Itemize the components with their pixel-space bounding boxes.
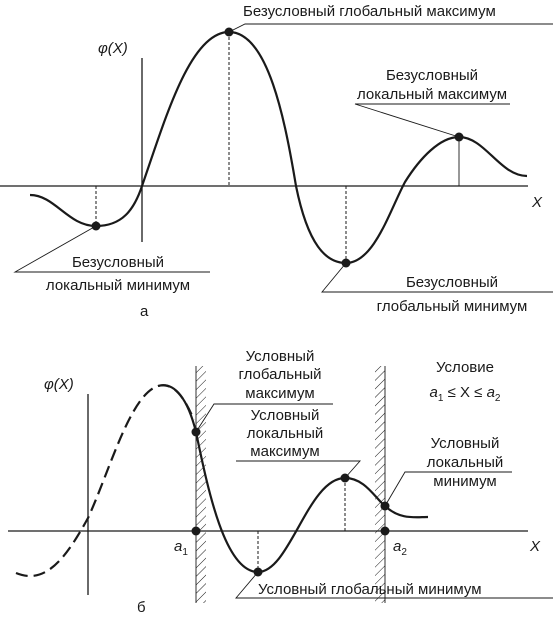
b-condition-expr: a1 ≤ X ≤ a2 bbox=[430, 384, 501, 404]
b-cond-global-max-line3: максимум bbox=[245, 385, 314, 402]
b-a1-point bbox=[191, 526, 201, 536]
b-condition-title: Условие bbox=[436, 359, 494, 376]
diagram-a: φ(X) X Безусловный глобальный максимум Б… bbox=[0, 3, 553, 320]
a-function-curve bbox=[29, 30, 528, 265]
a-local-max-label-line2: локальный максимум bbox=[357, 86, 507, 103]
a-caption: а bbox=[140, 303, 149, 320]
a-x-axis-label: X bbox=[531, 194, 543, 211]
a-global-max-leader bbox=[228, 23, 553, 33]
b-cond-local-max-line2: локальный bbox=[247, 425, 324, 442]
b-a2-hatch bbox=[375, 366, 385, 603]
a-local-min-label-line2: локальный минимум bbox=[46, 277, 190, 294]
b-cond-local-min-leader bbox=[384, 471, 512, 507]
b-a1-hatch bbox=[196, 366, 206, 603]
diagram-b: φ(X) X a1 a2 Условие a1 ≤ X ≤ a2 Условны… bbox=[8, 348, 553, 616]
b-cond-global-max-line1: Условный bbox=[246, 348, 315, 365]
a-local-min-label-line1: Безусловный bbox=[72, 254, 164, 271]
a-global-min-label-line1: Безусловный bbox=[406, 274, 498, 291]
b-a1-label: a1 bbox=[174, 538, 188, 558]
a-y-axis-label: φ(X) bbox=[98, 40, 128, 57]
b-cond-local-max-line1: Условный bbox=[251, 407, 320, 424]
b-x-axis-label: X bbox=[529, 538, 541, 555]
b-cond-local-min-line1: Условный bbox=[431, 435, 500, 452]
b-cond-local-min-line3: минимум bbox=[433, 473, 496, 490]
b-cond-global-max-line2: глобальный bbox=[238, 366, 321, 383]
a-local-min-leader bbox=[13, 225, 210, 273]
a-local-max-leader bbox=[354, 103, 510, 138]
b-a2-label: a2 bbox=[393, 538, 407, 558]
b-cond-global-min-leader bbox=[235, 571, 553, 599]
b-curve-outside-left bbox=[15, 384, 196, 578]
b-caption: б bbox=[137, 599, 146, 616]
b-cond-local-max-leader bbox=[236, 460, 361, 479]
a-global-min-label-line2: глобальный минимум bbox=[377, 298, 528, 315]
b-cond-global-max-leader bbox=[195, 403, 333, 433]
b-y-axis-label: φ(X) bbox=[44, 376, 74, 393]
b-a2-point bbox=[380, 526, 390, 536]
b-cond-global-min-label: Условный глобальный минимум bbox=[258, 581, 482, 598]
a-global-min-leader bbox=[321, 262, 553, 293]
a-local-max-label-line1: Безусловный bbox=[386, 67, 478, 84]
a-global-max-label: Безусловный глобальный максимум bbox=[243, 3, 496, 20]
b-cond-local-min-line2: локальный bbox=[427, 454, 504, 471]
b-cond-local-max-line3: максимум bbox=[250, 443, 319, 460]
